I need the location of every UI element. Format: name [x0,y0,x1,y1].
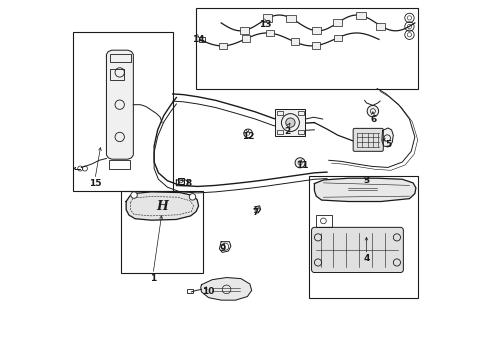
Circle shape [294,158,305,168]
Bar [276,130,282,134]
Bar [311,27,320,34]
Bar [298,130,304,134]
Bar [275,109,305,136]
Bar [315,215,331,226]
Bar [110,54,131,62]
Circle shape [285,118,294,127]
Text: 9: 9 [219,244,226,253]
Circle shape [131,192,137,198]
Text: 12: 12 [242,132,254,141]
Text: 4: 4 [363,255,369,264]
Bar [356,12,365,19]
Text: 2: 2 [284,127,290,136]
Bar [265,30,273,36]
Bar [375,23,385,30]
Text: 13: 13 [259,19,271,28]
Text: 5: 5 [384,140,390,149]
Text: 15: 15 [89,179,102,188]
Bar [196,8,418,89]
Text: 14: 14 [191,35,204,44]
Circle shape [189,194,195,200]
Bar [308,176,418,298]
Circle shape [366,105,378,117]
Bar [187,289,192,293]
Text: 1: 1 [150,274,156,283]
Bar [332,19,342,26]
Bar [121,191,203,273]
Polygon shape [314,178,415,202]
Bar [263,14,272,22]
Text: 7: 7 [251,208,258,217]
Bar [73,32,172,191]
Bar [276,111,282,115]
Text: 6: 6 [370,114,376,123]
Bar [219,42,226,49]
FancyBboxPatch shape [311,227,403,273]
Bar [298,111,304,115]
Bar [286,15,295,22]
Bar [198,37,204,42]
Text: 10: 10 [202,287,214,296]
Bar [242,35,250,42]
Bar [109,160,130,169]
Bar [312,42,320,49]
Text: 11: 11 [295,161,307,170]
Text: H: H [156,201,167,213]
Polygon shape [106,50,133,159]
Polygon shape [381,128,392,147]
Bar [333,35,341,41]
Text: 8: 8 [185,179,192,188]
Text: 3: 3 [363,176,369,185]
Polygon shape [126,192,198,220]
FancyBboxPatch shape [352,129,383,151]
Bar [110,69,124,80]
Bar [290,38,298,45]
Polygon shape [201,278,251,300]
Bar [239,27,249,34]
